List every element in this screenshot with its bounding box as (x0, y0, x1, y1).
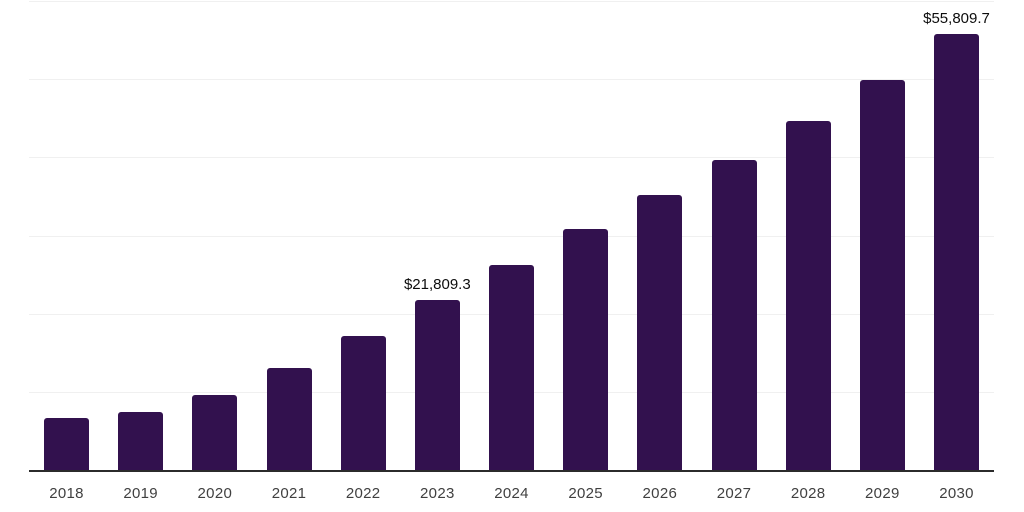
bar-2020 (192, 394, 238, 470)
x-tick-2021: 2021 (271, 485, 307, 502)
x-tick-2023: 2023 (420, 485, 455, 502)
bar-2019 (118, 412, 164, 470)
bar-2027 (711, 159, 757, 470)
x-tick-2029: 2029 (865, 485, 900, 502)
gridline-30000 (29, 235, 994, 237)
x-tick-2028: 2028 (790, 485, 826, 502)
gridline-40000 (29, 157, 994, 159)
x-tick-2027: 2027 (716, 485, 752, 502)
bar-2030 (934, 33, 979, 470)
bar-2024 (489, 265, 534, 470)
bar-2029 (859, 79, 905, 470)
x-tick-2025: 2025 (568, 485, 603, 502)
bar-2025 (563, 229, 609, 470)
data-label-2023: $21,809.3 (403, 275, 471, 293)
x-axis-line (29, 470, 994, 472)
x-tick-2020: 2020 (197, 485, 233, 502)
bar-2018 (44, 417, 89, 470)
bar-2028 (785, 121, 831, 470)
bar-2021 (266, 368, 312, 470)
x-tick-2019: 2019 (123, 485, 158, 502)
gridline-60000 (29, 1, 994, 2)
bar-2023 (414, 299, 460, 470)
data-label-2030: $55,809.7 (923, 9, 990, 27)
x-tick-2030: 2030 (939, 485, 974, 502)
x-tick-2024: 2024 (494, 485, 529, 502)
bar-2026 (637, 194, 683, 470)
x-tick-2018: 2018 (49, 485, 84, 502)
x-tick-2022: 2022 (345, 485, 381, 502)
gridline-50000 (29, 79, 994, 81)
x-tick-2026: 2026 (642, 485, 678, 502)
bar-2022 (340, 336, 386, 470)
